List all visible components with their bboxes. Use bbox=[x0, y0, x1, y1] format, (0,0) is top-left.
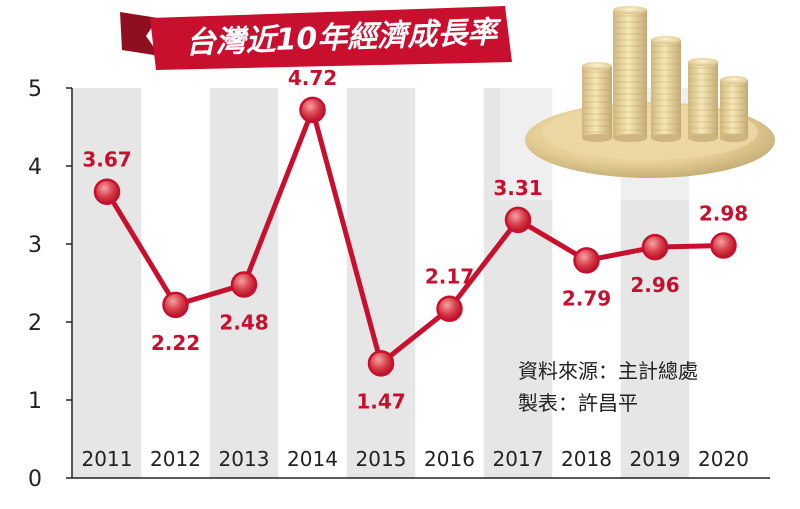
axes: 0 1 2 3 4 5 2011 2012 2013 2014 2015 2016 2017 2018 20… bbox=[28, 77, 770, 492]
data-point-marker bbox=[230, 271, 258, 298]
data-label: 2.79 bbox=[562, 286, 611, 310]
x-tick-label: 2015 bbox=[356, 447, 407, 471]
x-tick-label: 2019 bbox=[630, 447, 681, 471]
credit-line: 製表：許昌平 bbox=[518, 391, 638, 415]
x-tick-label: 2018 bbox=[561, 447, 612, 471]
coin-stack bbox=[688, 62, 718, 138]
data-point-marker bbox=[93, 178, 121, 205]
y-tick-label: 4 bbox=[28, 155, 42, 180]
coin-bottom bbox=[613, 134, 647, 142]
coin-bottom bbox=[651, 134, 681, 142]
y-tick-label: 5 bbox=[28, 77, 42, 102]
x-tick-label: 2013 bbox=[219, 447, 270, 471]
title-banner: 台灣近10年經濟成長率 bbox=[120, 6, 512, 70]
data-label: 2.17 bbox=[425, 265, 474, 289]
coin-top bbox=[582, 62, 612, 70]
data-point-marker bbox=[710, 232, 737, 259]
data-label: 2.22 bbox=[151, 331, 200, 355]
data-label: 4.72 bbox=[288, 66, 337, 90]
coin-stack bbox=[651, 40, 681, 138]
x-tick-label: 2011 bbox=[82, 447, 133, 471]
x-tick-label: 2012 bbox=[150, 447, 201, 471]
banner-tail bbox=[120, 12, 160, 56]
x-tick-label: 2016 bbox=[424, 447, 475, 471]
series-line bbox=[93, 96, 737, 377]
data-label: 2.48 bbox=[219, 311, 268, 335]
coin-bottom bbox=[720, 134, 748, 142]
y-tick-label: 0 bbox=[28, 467, 42, 492]
coin-stack-illustration bbox=[500, 0, 800, 200]
x-tick-label: 2017 bbox=[493, 447, 544, 471]
coin-top bbox=[720, 76, 748, 84]
x-tick-label: 2014 bbox=[287, 447, 338, 471]
data-point-marker bbox=[367, 350, 395, 377]
data-point-marker bbox=[436, 295, 463, 322]
coin-bottom bbox=[582, 134, 612, 142]
x-tick-label: 2020 bbox=[698, 447, 749, 471]
coin-bottom bbox=[688, 134, 718, 142]
data-point-marker bbox=[573, 247, 600, 274]
coin-fade bbox=[500, 0, 800, 200]
data-label: 2.98 bbox=[699, 202, 748, 226]
column-stripe bbox=[72, 88, 142, 478]
source-line: 資料來源：主計總處 bbox=[518, 359, 698, 383]
data-label: 2.96 bbox=[630, 273, 679, 297]
coin-top bbox=[613, 6, 647, 14]
y-tick-label: 1 bbox=[28, 389, 42, 414]
data-point-marker bbox=[162, 291, 189, 319]
data-point-marker bbox=[641, 233, 669, 261]
y-tick-label: 2 bbox=[28, 311, 42, 336]
data-label: 1.47 bbox=[356, 389, 405, 413]
coin-top bbox=[688, 58, 718, 66]
data-label: 3.31 bbox=[493, 176, 542, 200]
y-tick-label: 3 bbox=[28, 233, 42, 258]
data-label: 3.67 bbox=[82, 148, 131, 172]
data-labels: 3.67 2.22 2.48 4.72 1.47 2.17 3.31 2.79 2.96 2.98 bbox=[82, 66, 748, 414]
data-point-marker bbox=[299, 96, 326, 124]
series-polyline bbox=[104, 107, 724, 366]
coin-top bbox=[651, 36, 681, 44]
coin-stack bbox=[613, 10, 647, 138]
source-note: 資料來源：主計總處 製表：許昌平 bbox=[518, 359, 698, 415]
data-point-marker bbox=[504, 206, 532, 234]
banner-ribbon bbox=[150, 6, 512, 70]
